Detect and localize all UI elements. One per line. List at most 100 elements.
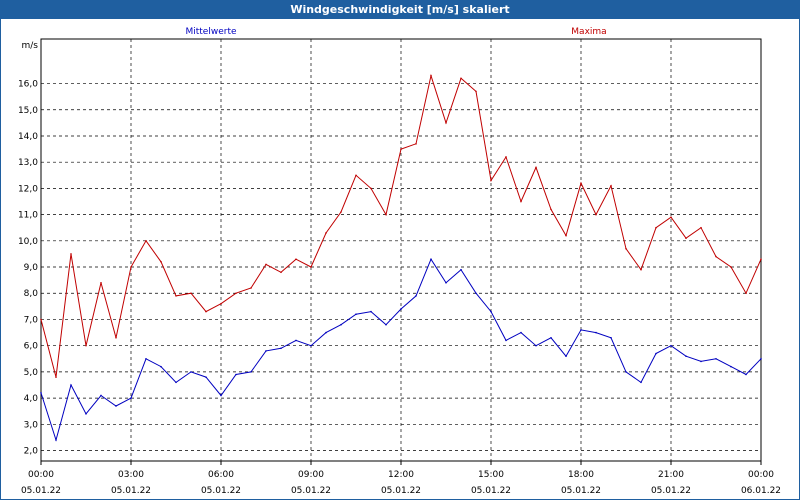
x-tick-time-label: 00:00 bbox=[748, 470, 774, 480]
data-point-maxima bbox=[700, 226, 702, 229]
data-point-maxima bbox=[115, 337, 117, 339]
data-point-mittelwerte bbox=[205, 376, 207, 378]
data-point-maxima bbox=[235, 292, 237, 295]
y-tick-label: 13,0 bbox=[18, 158, 38, 168]
data-point-maxima bbox=[640, 268, 642, 271]
data-point-maxima bbox=[715, 255, 717, 258]
data-point-maxima bbox=[400, 148, 402, 150]
data-point-mittelwerte bbox=[130, 397, 132, 399]
data-point-mittelwerte bbox=[295, 339, 297, 342]
data-point-maxima bbox=[310, 266, 312, 268]
data-point-mittelwerte bbox=[595, 331, 597, 334]
x-tick-time-label: 18:00 bbox=[568, 470, 594, 480]
x-tick-time-label: 00:00 bbox=[28, 470, 54, 480]
y-tick-label: 14,0 bbox=[18, 132, 38, 142]
data-point-mittelwerte bbox=[505, 339, 507, 342]
data-point-maxima bbox=[130, 266, 132, 268]
data-point-maxima bbox=[295, 258, 297, 260]
data-point-maxima bbox=[265, 263, 267, 266]
data-point-mittelwerte bbox=[745, 373, 747, 376]
y-tick-label: 9,0 bbox=[24, 263, 39, 273]
data-point-maxima bbox=[460, 77, 462, 80]
data-point-maxima bbox=[430, 74, 432, 77]
data-point-mittelwerte bbox=[625, 371, 627, 373]
legend-mittelwerte: Mittelwerte bbox=[185, 27, 236, 37]
data-point-mittelwerte bbox=[85, 413, 87, 415]
window-title: Windgeschwindigkeit [m/s] skaliert bbox=[1, 1, 799, 19]
data-point-mittelwerte bbox=[115, 405, 117, 407]
data-point-maxima bbox=[565, 234, 567, 237]
y-tick-label: 11,0 bbox=[18, 211, 38, 221]
data-point-mittelwerte bbox=[640, 381, 642, 384]
x-tick-time-label: 03:00 bbox=[118, 470, 144, 480]
data-point-maxima bbox=[505, 156, 507, 158]
data-point-mittelwerte bbox=[325, 331, 327, 334]
data-point-maxima bbox=[580, 182, 582, 184]
data-point-mittelwerte bbox=[190, 371, 192, 373]
data-point-maxima bbox=[730, 266, 732, 268]
data-point-maxima bbox=[685, 237, 687, 240]
y-tick-label: 8,0 bbox=[24, 289, 39, 299]
data-point-mittelwerte bbox=[280, 347, 282, 350]
legend-maxima: Maxima bbox=[571, 27, 606, 37]
data-point-mittelwerte bbox=[160, 365, 162, 368]
y-tick-label: 12,0 bbox=[18, 184, 38, 194]
data-point-mittelwerte bbox=[580, 329, 582, 331]
data-point-maxima bbox=[760, 258, 762, 260]
data-point-mittelwerte bbox=[760, 357, 762, 360]
data-point-mittelwerte bbox=[655, 352, 657, 355]
y-tick-label: 5,0 bbox=[24, 368, 39, 378]
data-point-maxima bbox=[745, 292, 747, 295]
y-tick-label: 6,0 bbox=[24, 342, 39, 352]
data-point-mittelwerte bbox=[685, 355, 687, 357]
data-point-mittelwerte bbox=[220, 394, 222, 397]
data-point-mittelwerte bbox=[370, 310, 372, 313]
x-tick-date-label: 05.01.22 bbox=[651, 486, 691, 496]
data-point-maxima bbox=[55, 376, 57, 378]
data-point-mittelwerte bbox=[520, 331, 522, 334]
x-tick-date-label: 05.01.22 bbox=[291, 486, 331, 496]
data-point-mittelwerte bbox=[355, 313, 357, 316]
data-point-maxima bbox=[160, 260, 162, 263]
data-point-maxima bbox=[175, 295, 177, 297]
data-point-maxima bbox=[325, 232, 327, 234]
data-point-maxima bbox=[535, 166, 537, 169]
data-point-mittelwerte bbox=[445, 281, 447, 284]
y-tick-label: 10,0 bbox=[18, 237, 38, 247]
data-point-mittelwerte bbox=[310, 344, 312, 347]
data-point-mittelwerte bbox=[55, 439, 57, 441]
data-point-mittelwerte bbox=[385, 323, 387, 326]
data-point-maxima bbox=[385, 213, 387, 216]
data-point-maxima bbox=[415, 143, 417, 145]
data-point-mittelwerte bbox=[145, 357, 147, 360]
data-point-maxima bbox=[655, 226, 657, 229]
data-point-mittelwerte bbox=[40, 392, 42, 394]
data-point-mittelwerte bbox=[265, 350, 267, 352]
data-point-mittelwerte bbox=[565, 355, 567, 357]
x-tick-date-label: 05.01.22 bbox=[381, 486, 421, 496]
y-tick-label: 3,0 bbox=[24, 420, 39, 430]
x-tick-time-label: 15:00 bbox=[478, 470, 504, 480]
y-tick-label: 7,0 bbox=[24, 315, 39, 325]
data-point-mittelwerte bbox=[415, 295, 417, 297]
data-point-maxima bbox=[40, 318, 42, 321]
x-tick-date-label: 06.01.22 bbox=[741, 486, 781, 496]
data-point-mittelwerte bbox=[100, 394, 102, 397]
data-point-maxima bbox=[370, 187, 372, 190]
data-point-maxima bbox=[475, 90, 477, 93]
data-point-mittelwerte bbox=[475, 292, 477, 295]
data-point-mittelwerte bbox=[400, 308, 402, 310]
data-point-maxima bbox=[220, 302, 222, 305]
data-point-mittelwerte bbox=[700, 360, 702, 363]
x-tick-date-label: 05.01.22 bbox=[201, 486, 241, 496]
x-tick-date-label: 05.01.22 bbox=[21, 486, 61, 496]
data-point-maxima bbox=[625, 247, 627, 250]
x-tick-date-label: 05.01.22 bbox=[471, 486, 511, 496]
y-tick-label: 15,0 bbox=[18, 106, 38, 116]
data-point-mittelwerte bbox=[175, 381, 177, 384]
data-point-maxima bbox=[610, 184, 612, 187]
y-axis-label: m/s bbox=[22, 41, 39, 51]
data-point-maxima bbox=[355, 174, 357, 177]
data-point-mittelwerte bbox=[340, 323, 342, 326]
